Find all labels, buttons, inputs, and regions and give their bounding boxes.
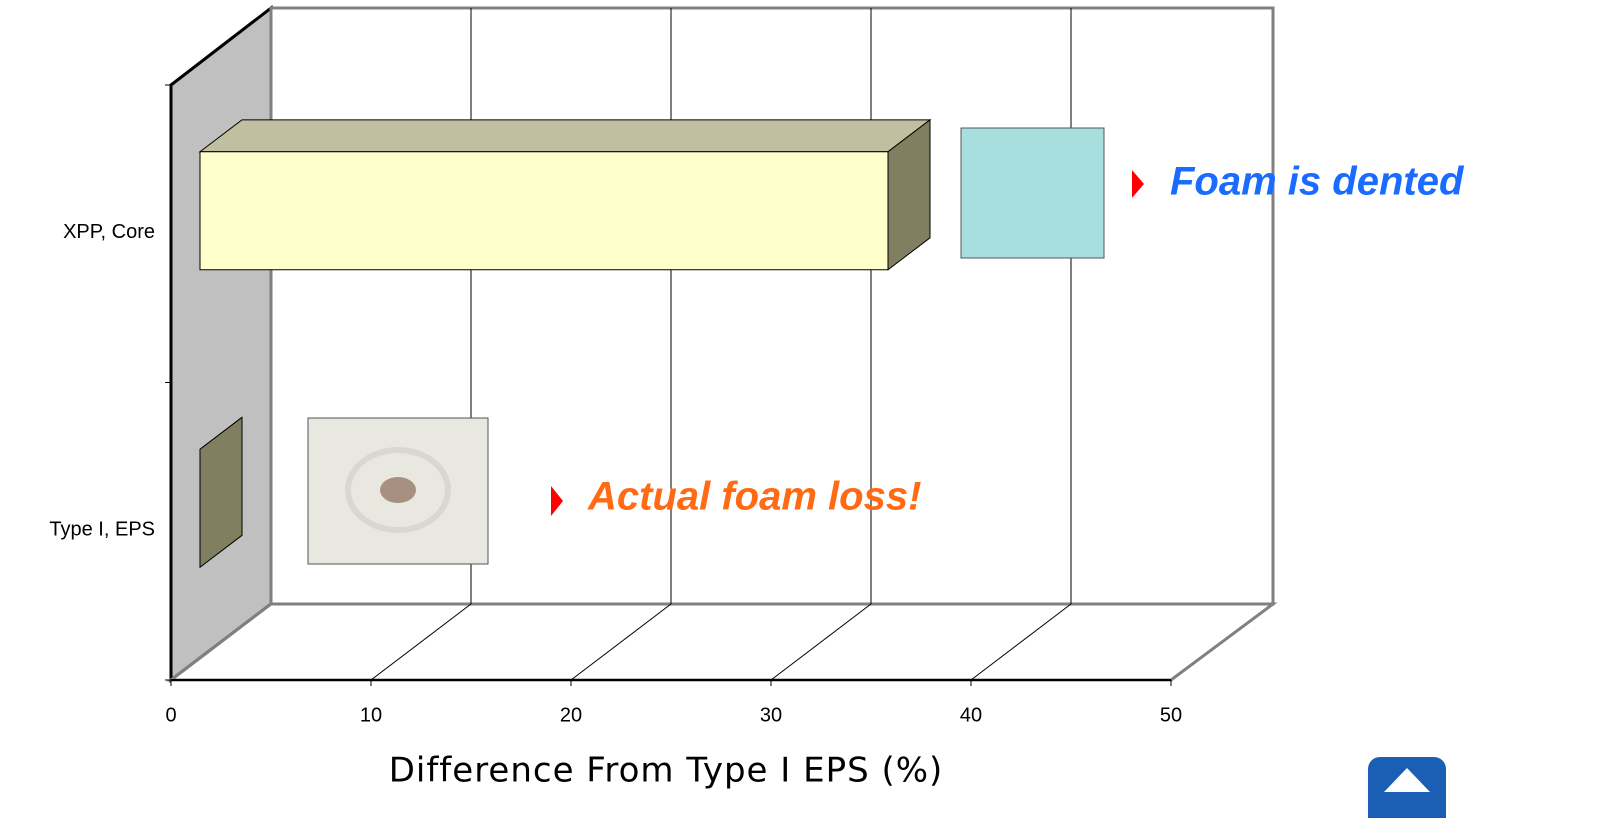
chart: Foam is dented Actual foam loss! Differe… bbox=[0, 0, 1624, 818]
x-tick-label: 10 bbox=[360, 704, 382, 726]
x-tick-label: 30 bbox=[760, 704, 782, 726]
annotation: Foam is dented bbox=[1170, 160, 1465, 204]
floor bbox=[171, 604, 1273, 680]
annotation: Actual foam loss! bbox=[587, 475, 921, 519]
side-wall bbox=[171, 8, 271, 680]
bar-top bbox=[200, 120, 930, 152]
x-tick-label: 40 bbox=[960, 704, 982, 726]
x-tick-label: 20 bbox=[560, 704, 582, 726]
bar bbox=[200, 152, 888, 270]
x-tick-label: 0 bbox=[165, 704, 176, 726]
x-axis-label: Difference From Type I EPS (%) bbox=[389, 751, 944, 791]
y-tick-label: XPP, Core bbox=[63, 221, 155, 243]
x-tick-label: 50 bbox=[1160, 704, 1182, 726]
y-tick-label: Type I, EPS bbox=[49, 519, 155, 541]
photo-dent bbox=[961, 128, 1104, 258]
photo-hole bbox=[380, 477, 416, 503]
